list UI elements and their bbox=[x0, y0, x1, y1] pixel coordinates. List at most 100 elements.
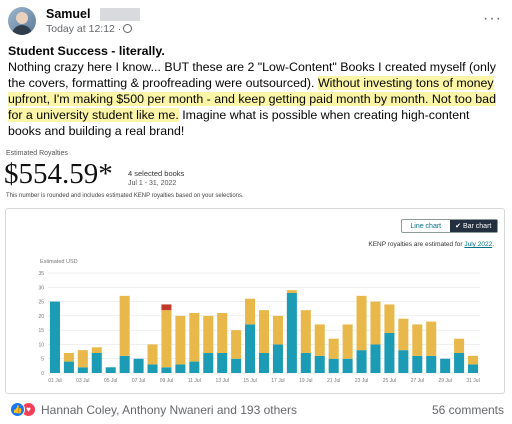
x-tick-label: 09 Jul bbox=[160, 378, 173, 384]
x-tick-label: 03 Jul bbox=[76, 378, 89, 384]
bar-16-jul-s1[interactable] bbox=[258, 310, 270, 353]
royalties-note: This number is rounded and includes esti… bbox=[6, 193, 244, 199]
bar-14-jul-s1[interactable] bbox=[231, 330, 242, 359]
more-options-icon[interactable]: ··· bbox=[483, 10, 502, 27]
bar-06-jul-s1[interactable] bbox=[119, 295, 130, 356]
bar-16-jul-s0[interactable] bbox=[258, 353, 270, 373]
bar-09-jul-s1[interactable] bbox=[161, 310, 172, 368]
post-text-part-1: Nothing crazy here I know... BUT these a… bbox=[8, 60, 496, 90]
bar-02-jul-s0[interactable] bbox=[63, 361, 74, 373]
x-tick-label: 21 Jul bbox=[327, 378, 340, 384]
bar-31-jul-s1[interactable] bbox=[468, 355, 479, 365]
bar-26-jul-s0[interactable] bbox=[398, 350, 409, 373]
date-range: Jul 1 - 31, 2022 bbox=[128, 180, 177, 187]
bar-03-jul-s1[interactable] bbox=[77, 350, 88, 368]
bar-29-jul-s0[interactable] bbox=[440, 358, 451, 373]
royalties-label: Estimated Royalties bbox=[6, 150, 68, 157]
y-tick-label: 0 bbox=[41, 371, 44, 377]
royalty-screenshot: Estimated Royalties $554.59* 4 selected … bbox=[4, 150, 508, 394]
avatar[interactable] bbox=[8, 7, 36, 35]
bar-27-jul-s0[interactable] bbox=[412, 355, 423, 373]
bar-08-jul-s1[interactable] bbox=[147, 344, 158, 365]
bar-19-jul-s1[interactable] bbox=[300, 310, 311, 353]
bar-27-jul-s1[interactable] bbox=[412, 324, 423, 356]
bar-24-jul-s0[interactable] bbox=[370, 344, 381, 373]
bar-15-jul-s0[interactable] bbox=[245, 324, 256, 373]
kenp-note: KENP royalties are estimated for July 20… bbox=[368, 241, 494, 248]
y-axis-label: Estimated USD bbox=[40, 259, 78, 265]
bar-13-jul-s1[interactable] bbox=[217, 313, 228, 353]
bar-24-jul-s1[interactable] bbox=[370, 301, 381, 345]
bar-09-jul-s0[interactable] bbox=[161, 367, 172, 373]
y-tick-label: 10 bbox=[38, 342, 44, 348]
post-header: Samuel Today at 12:12 · ··· bbox=[8, 6, 504, 36]
y-tick-label: 30 bbox=[38, 285, 44, 291]
bar-18-jul-s0[interactable] bbox=[286, 293, 297, 373]
bar-30-jul-s0[interactable] bbox=[454, 353, 465, 373]
bar-18-jul-s1[interactable] bbox=[286, 290, 297, 293]
bar-23-jul-s0[interactable] bbox=[356, 350, 367, 373]
bar-17-jul-s0[interactable] bbox=[272, 344, 283, 373]
bar-14-jul-s0[interactable] bbox=[231, 358, 242, 373]
bar-30-jul-s1[interactable] bbox=[454, 338, 465, 353]
y-tick-label: 20 bbox=[38, 314, 44, 320]
x-tick-label: 27 Jul bbox=[411, 378, 424, 384]
bar-20-jul-s1[interactable] bbox=[314, 324, 325, 356]
bar-28-jul-s0[interactable] bbox=[426, 355, 437, 373]
x-tick-label: 01 Jul bbox=[48, 378, 61, 384]
bar-12-jul-s1[interactable] bbox=[203, 315, 214, 353]
bar-13-jul-s0[interactable] bbox=[217, 353, 228, 373]
like-icon: 👍 bbox=[10, 402, 25, 417]
royalties-bar-chart: 0 5 10 15 20 25 30 35 01 Jul 03 Jul 05 Jul 07 Jul 09… bbox=[38, 271, 480, 384]
bar-01-jul-s0[interactable] bbox=[49, 301, 60, 373]
bar-19-jul-s0[interactable] bbox=[300, 353, 311, 373]
x-tick-label: 15 Jul bbox=[243, 378, 256, 384]
bar-05-jul-s0[interactable] bbox=[105, 367, 116, 373]
bar-26-jul-s1[interactable] bbox=[398, 318, 409, 351]
bar-11-jul-s0[interactable] bbox=[189, 361, 200, 373]
bar-25-jul-s0[interactable] bbox=[384, 333, 395, 373]
post-timestamp[interactable]: Today at 12:12 · bbox=[46, 23, 133, 35]
bar-25-jul-s1[interactable] bbox=[384, 304, 395, 333]
bar-chart-button[interactable]: ✔ Bar chart bbox=[449, 220, 497, 232]
bar-08-jul-s0[interactable] bbox=[147, 364, 158, 373]
bar-31-jul-s0[interactable] bbox=[468, 364, 479, 373]
bar-17-jul-s1[interactable] bbox=[272, 315, 283, 345]
bar-21-jul-s1[interactable] bbox=[328, 338, 339, 359]
author-name[interactable]: Samuel bbox=[46, 7, 91, 21]
bar-09-jul-s2[interactable] bbox=[161, 304, 172, 311]
y-tick-label: 25 bbox=[38, 300, 44, 306]
bar-21-jul-s0[interactable] bbox=[328, 358, 339, 373]
bar-12-jul-s0[interactable] bbox=[203, 353, 214, 373]
bar-10-jul-s0[interactable] bbox=[175, 364, 186, 373]
redacted-surname bbox=[100, 8, 140, 21]
bar-06-jul-s0[interactable] bbox=[119, 355, 130, 373]
x-tick-label: 19 Jul bbox=[299, 378, 312, 384]
bar-04-jul-s0[interactable] bbox=[91, 353, 102, 373]
bar-07-jul-s0[interactable] bbox=[133, 358, 144, 373]
bar-15-jul-s1[interactable] bbox=[245, 298, 256, 325]
reactors-text[interactable]: Hannah Coley, Anthony Nwaneri and 193 ot… bbox=[41, 403, 297, 417]
chart-type-toggle: Line chart ✔ Bar chart bbox=[401, 219, 498, 233]
bar-22-jul-s1[interactable] bbox=[342, 324, 353, 359]
bar-20-jul-s0[interactable] bbox=[314, 355, 325, 373]
post-body: Student Success - literally. Nothing cra… bbox=[8, 43, 502, 139]
love-icon: ♥ bbox=[21, 402, 36, 417]
selected-books: 4 selected books bbox=[128, 169, 185, 178]
bar-02-jul-s1[interactable] bbox=[63, 353, 74, 362]
bar-11-jul-s1[interactable] bbox=[189, 313, 200, 362]
bar-28-jul-s1[interactable] bbox=[426, 321, 437, 356]
comments-count[interactable]: 56 comments bbox=[431, 403, 504, 417]
post-text-part-2: Imagine what is possible when creating h… bbox=[8, 108, 470, 138]
x-tick-label: 07 Jul bbox=[132, 378, 145, 384]
bar-23-jul-s1[interactable] bbox=[356, 295, 367, 351]
post-footer: 👍 ♥ Hannah Coley, Anthony Nwaneri and 19… bbox=[10, 401, 504, 419]
y-tick-label: 35 bbox=[38, 271, 44, 277]
bar-03-jul-s0[interactable] bbox=[77, 367, 88, 373]
reactions[interactable]: 👍 ♥ bbox=[10, 402, 38, 418]
kenp-month-link[interactable]: July 2022 bbox=[464, 241, 493, 248]
bar-04-jul-s1[interactable] bbox=[91, 347, 102, 353]
bar-22-jul-s0[interactable] bbox=[342, 358, 353, 373]
line-chart-button[interactable]: Line chart bbox=[410, 222, 442, 230]
bar-10-jul-s1[interactable] bbox=[175, 315, 186, 365]
